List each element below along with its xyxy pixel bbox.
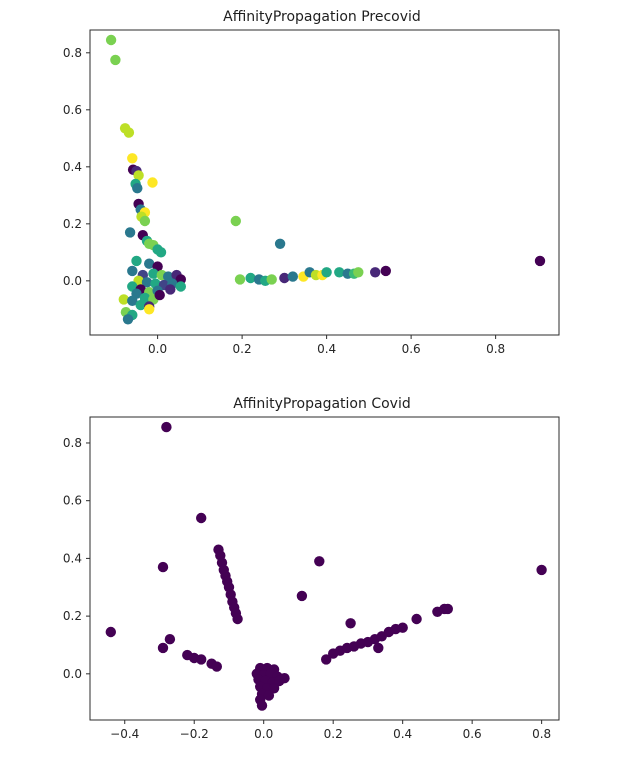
- data-point-precovid-3: [123, 127, 135, 138]
- data-point-precovid-43: [165, 284, 176, 295]
- data-point-covid-25: [345, 618, 356, 629]
- scatter-plot-covid: AffinityPropagation Covid −0.4 −0.2 0.0 0.2…: [63, 396, 560, 741]
- data-point-covid-26: [536, 564, 547, 576]
- data-point-precovid-0: [105, 34, 117, 46]
- data-point-precovid-50: [135, 299, 146, 311]
- y-tick-label-precovid-2: 0.4: [63, 160, 82, 174]
- data-point-covid-40: [411, 613, 422, 625]
- y-tick-label-covid-2: 0.4: [63, 551, 82, 565]
- data-points-covid: [105, 421, 547, 711]
- data-point-precovid-75: [380, 265, 391, 277]
- plot-title-precovid: AffinityPropagation Precovid: [223, 9, 421, 25]
- x-tick-label-covid-6: 0.8: [532, 727, 551, 741]
- x-tick-label-precovid-4: 0.8: [486, 342, 505, 356]
- data-point-precovid-23: [131, 255, 142, 267]
- data-point-covid-24: [296, 590, 308, 602]
- data-point-precovid-56: [230, 215, 241, 227]
- data-point-covid-14: [157, 561, 169, 573]
- data-point-precovid-22: [155, 247, 167, 258]
- x-tick-label-covid-4: 0.4: [393, 727, 412, 741]
- data-point-precovid-62: [266, 274, 277, 285]
- data-point-precovid-16: [124, 227, 136, 238]
- data-point-precovid-10: [132, 183, 143, 194]
- y-axis-precovid: 0.0 0.2 0.4 0.6 0.8: [63, 46, 90, 288]
- data-point-precovid-48: [118, 294, 129, 305]
- data-point-covid-23: [314, 556, 325, 567]
- data-point-precovid-70: [334, 267, 345, 278]
- data-point-precovid-7: [133, 170, 144, 181]
- data-point-precovid-28: [148, 268, 159, 279]
- scatter-plot-precovid: AffinityPropagation Precovid 0.0 0.2 0.4 0.…: [63, 9, 560, 356]
- data-point-covid-0: [161, 421, 172, 433]
- data-point-precovid-59: [245, 272, 256, 284]
- data-point-precovid-52: [144, 304, 155, 315]
- data-point-precovid-64: [287, 271, 298, 282]
- data-point-precovid-58: [234, 274, 246, 285]
- y-tick-label-precovid-1: 0.2: [63, 217, 82, 231]
- y-tick-label-covid-3: 0.6: [63, 494, 82, 508]
- plot-frame-covid: [89, 416, 560, 721]
- data-point-covid-20: [196, 654, 207, 665]
- y-tick-label-precovid-4: 0.8: [63, 46, 82, 60]
- x-tick-label-precovid-0: 0.0: [148, 342, 167, 356]
- data-point-precovid-24: [144, 258, 155, 269]
- data-point-precovid-73: [353, 267, 364, 278]
- data-point-covid-60: [263, 690, 275, 701]
- data-point-precovid-38: [175, 281, 186, 292]
- data-point-precovid-55: [122, 314, 134, 325]
- data-points-precovid: [105, 34, 546, 325]
- data-point-precovid-74: [370, 267, 381, 278]
- data-point-precovid-76: [534, 255, 546, 267]
- data-point-covid-39: [397, 622, 408, 633]
- data-point-covid-13: [232, 613, 243, 625]
- data-point-precovid-57: [274, 238, 286, 249]
- data-point-precovid-49: [127, 295, 138, 306]
- data-point-covid-27: [321, 654, 332, 665]
- x-axis-covid: −0.4 −0.2 0.0 0.2 0.4 0.6 0.8: [110, 720, 551, 741]
- data-point-precovid-4: [127, 153, 138, 164]
- data-point-covid-17: [157, 642, 169, 654]
- x-tick-label-covid-1: −0.2: [180, 727, 209, 741]
- x-tick-label-precovid-1: 0.2: [233, 342, 252, 356]
- data-point-covid-62: [256, 700, 268, 711]
- y-axis-covid: 0.0 0.2 0.4 0.6 0.8: [63, 436, 90, 681]
- y-tick-label-precovid-0: 0.0: [63, 274, 82, 288]
- x-tick-label-precovid-2: 0.4: [317, 342, 336, 356]
- data-point-precovid-63: [279, 272, 290, 284]
- x-tick-label-covid-0: −0.4: [110, 727, 139, 741]
- y-tick-label-precovid-3: 0.6: [63, 103, 82, 117]
- data-point-precovid-69: [321, 267, 332, 278]
- x-tick-label-covid-5: 0.6: [463, 727, 482, 741]
- y-tick-label-covid-0: 0.0: [63, 667, 82, 681]
- plot-title-covid: AffinityPropagation Covid: [233, 396, 410, 412]
- data-point-covid-22: [211, 661, 222, 672]
- data-point-precovid-34: [141, 277, 153, 288]
- data-point-covid-15: [105, 626, 117, 638]
- data-point-precovid-8: [147, 177, 158, 188]
- data-point-covid-1: [196, 512, 207, 524]
- data-point-precovid-15: [139, 215, 151, 227]
- y-tick-label-covid-4: 0.8: [63, 436, 82, 450]
- data-point-covid-16: [164, 634, 176, 645]
- data-point-precovid-26: [127, 265, 138, 277]
- data-point-covid-55: [274, 675, 285, 687]
- x-tick-label-precovid-3: 0.6: [402, 342, 421, 356]
- x-tick-label-covid-3: 0.2: [324, 727, 343, 741]
- data-point-covid-58: [268, 683, 280, 694]
- data-point-precovid-47: [154, 289, 165, 301]
- data-point-covid-43: [442, 603, 453, 615]
- x-tick-label-covid-2: 0.0: [254, 727, 273, 741]
- data-point-precovid-1: [110, 54, 121, 66]
- data-point-covid-35: [373, 642, 384, 654]
- x-axis-precovid: 0.0 0.2 0.4 0.6 0.8: [148, 335, 505, 356]
- plot-frame-precovid: [89, 29, 560, 336]
- y-tick-label-covid-1: 0.2: [63, 609, 82, 623]
